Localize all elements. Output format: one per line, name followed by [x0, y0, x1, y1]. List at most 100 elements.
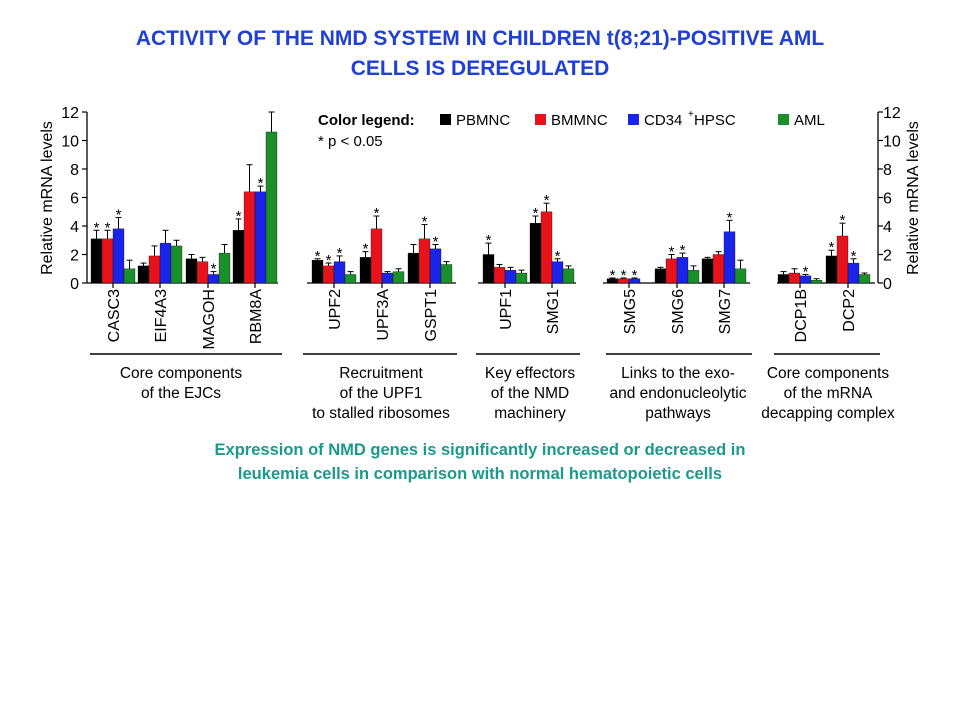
bar-UPF3A-BMMNC [370, 228, 383, 284]
legend-swatch-PBMNC [440, 114, 451, 125]
significance-star: * [840, 212, 846, 229]
group-label-line: to stalled ribosomes [312, 405, 450, 422]
bar-GSPT1-CD34 [429, 248, 442, 284]
significance-star: * [363, 241, 369, 258]
significance-star: * [337, 245, 343, 262]
legend-label-CD34: CD34 [644, 112, 682, 129]
bar-SMG7-BMMNC [712, 254, 725, 284]
y-tick-label-right: 6 [883, 191, 892, 208]
significance-star: * [727, 209, 733, 226]
bar-SMG1-PBMNC [529, 222, 542, 284]
bar-RBM8A-CD34 [254, 191, 267, 284]
gene-label-UPF3A: UPF3A [375, 289, 392, 341]
group-label-line: Core components [120, 365, 243, 382]
significance-star: * [94, 219, 100, 236]
bar-SMG6-AML [687, 270, 700, 284]
significance-star: * [486, 232, 492, 249]
bar-EIF4A3-AML [170, 245, 183, 284]
bar-DCP2-BMMNC [836, 235, 849, 284]
bar-SMG7-CD34 [723, 231, 736, 284]
group-label-line: decapping complex [761, 405, 895, 422]
group-label-line: Links to the exo- [621, 365, 735, 382]
y-tick-label-left: 8 [70, 162, 79, 179]
significance-star: * [116, 206, 122, 223]
bar-UPF2-CD34 [333, 261, 346, 284]
bar-DCP2-AML [858, 274, 871, 284]
group-label-line: of the NMD [491, 385, 569, 402]
gene-label-UPF1: UPF1 [498, 289, 515, 330]
gene-label-RBM8A: RBM8A [248, 289, 265, 344]
page-title: ACTIVITY OF THE NMD SYSTEM IN CHILDREN t… [0, 24, 960, 84]
title-line-1: ACTIVITY OF THE NMD SYSTEM IN CHILDREN t… [135, 27, 825, 50]
gene-label-UPF2: UPF2 [327, 289, 344, 330]
gene-label-SMG1: SMG1 [545, 289, 562, 334]
gene-label-DCP2: DCP2 [841, 289, 858, 332]
y-tick-label-right: 8 [883, 162, 892, 179]
y-tick-label-right: 2 [883, 248, 892, 265]
significance-star: * [374, 205, 380, 222]
significance-star: * [621, 267, 627, 284]
group-label-line: Core components [767, 365, 890, 382]
group-label-line: and endonucleolytic [609, 385, 746, 402]
y-tick-label-left: 2 [70, 248, 79, 265]
bar-DCP1B-BMMNC [788, 272, 801, 284]
significance-star: * [433, 234, 439, 251]
bar-SMG6-BMMNC [665, 258, 678, 284]
significance-star: * [669, 244, 675, 261]
bar-UPF2-AML [344, 274, 357, 284]
caption: Expression of NMD genes is significantly… [0, 438, 960, 486]
gene-label-SMG7: SMG7 [717, 289, 734, 334]
legend-swatch-BMMNC [535, 114, 546, 125]
significance-star: * [211, 261, 217, 278]
legend-label-AML: AML [794, 112, 825, 129]
bar-DCP1B-AML [810, 279, 823, 284]
y-tick-label-left: 12 [61, 105, 79, 122]
bar-UPF3A-AML [392, 271, 405, 284]
gene-label-GSPT1: GSPT1 [423, 289, 440, 342]
bar-SMG6-PBMNC [654, 268, 667, 284]
gene-label-DCP1B: DCP1B [793, 289, 810, 342]
bar-GSPT1-BMMNC [418, 238, 431, 284]
bar-MAGOH-BMMNC [196, 261, 209, 284]
bar-UPF1-BMMNC [493, 267, 506, 284]
bar-SMG7-AML [734, 268, 747, 284]
bar-CASC3-CD34 [112, 228, 125, 284]
y-tick-label-right: 4 [883, 219, 892, 236]
legend-note: * p < 0.05 [318, 133, 383, 150]
bar-UPF3A-CD34 [381, 272, 394, 284]
bar-RBM8A-AML [265, 131, 278, 284]
bar-DCP1B-PBMNC [777, 274, 790, 284]
caption-line-2: leukemia cells in comparison with normal… [237, 465, 723, 483]
gene-label-EIF4A3: EIF4A3 [153, 289, 170, 342]
gene-label-SMG6: SMG6 [670, 289, 687, 334]
bar-CASC3-PBMNC [90, 238, 103, 284]
bar-DCP2-PBMNC [825, 255, 838, 284]
bar-UPF3A-PBMNC [359, 257, 372, 284]
group-label-line: machinery [494, 405, 566, 422]
y-tick-label-left: 6 [70, 191, 79, 208]
significance-star: * [829, 239, 835, 256]
significance-star: * [851, 248, 857, 265]
bar-CASC3-BMMNC [101, 238, 114, 284]
bar-MAGOH-AML [218, 252, 231, 284]
bar-RBM8A-PBMNC [232, 230, 245, 284]
legend-title: Color legend: [318, 112, 415, 129]
group-label-line: of the mRNA [784, 385, 873, 402]
legend-superscript: + [688, 109, 694, 120]
y-tick-label-right: 10 [883, 134, 901, 151]
significance-star: * [105, 219, 111, 236]
significance-star: * [610, 267, 616, 284]
y-tick-label-right: 0 [883, 276, 892, 293]
bar-GSPT1-PBMNC [407, 252, 420, 284]
significance-star: * [555, 248, 561, 265]
y-tick-label-right: 12 [883, 105, 901, 122]
bar-SMG7-PBMNC [701, 258, 714, 284]
title-line-2: CELLS IS DEREGULATED [350, 57, 610, 80]
bar-SMG1-CD34 [551, 261, 564, 284]
y-tick-label-left: 10 [61, 134, 79, 151]
gene-label-CASC3: CASC3 [106, 289, 123, 342]
bar-SMG6-CD34 [676, 257, 689, 284]
significance-star: * [632, 267, 638, 284]
bar-RBM8A-BMMNC [243, 191, 256, 284]
